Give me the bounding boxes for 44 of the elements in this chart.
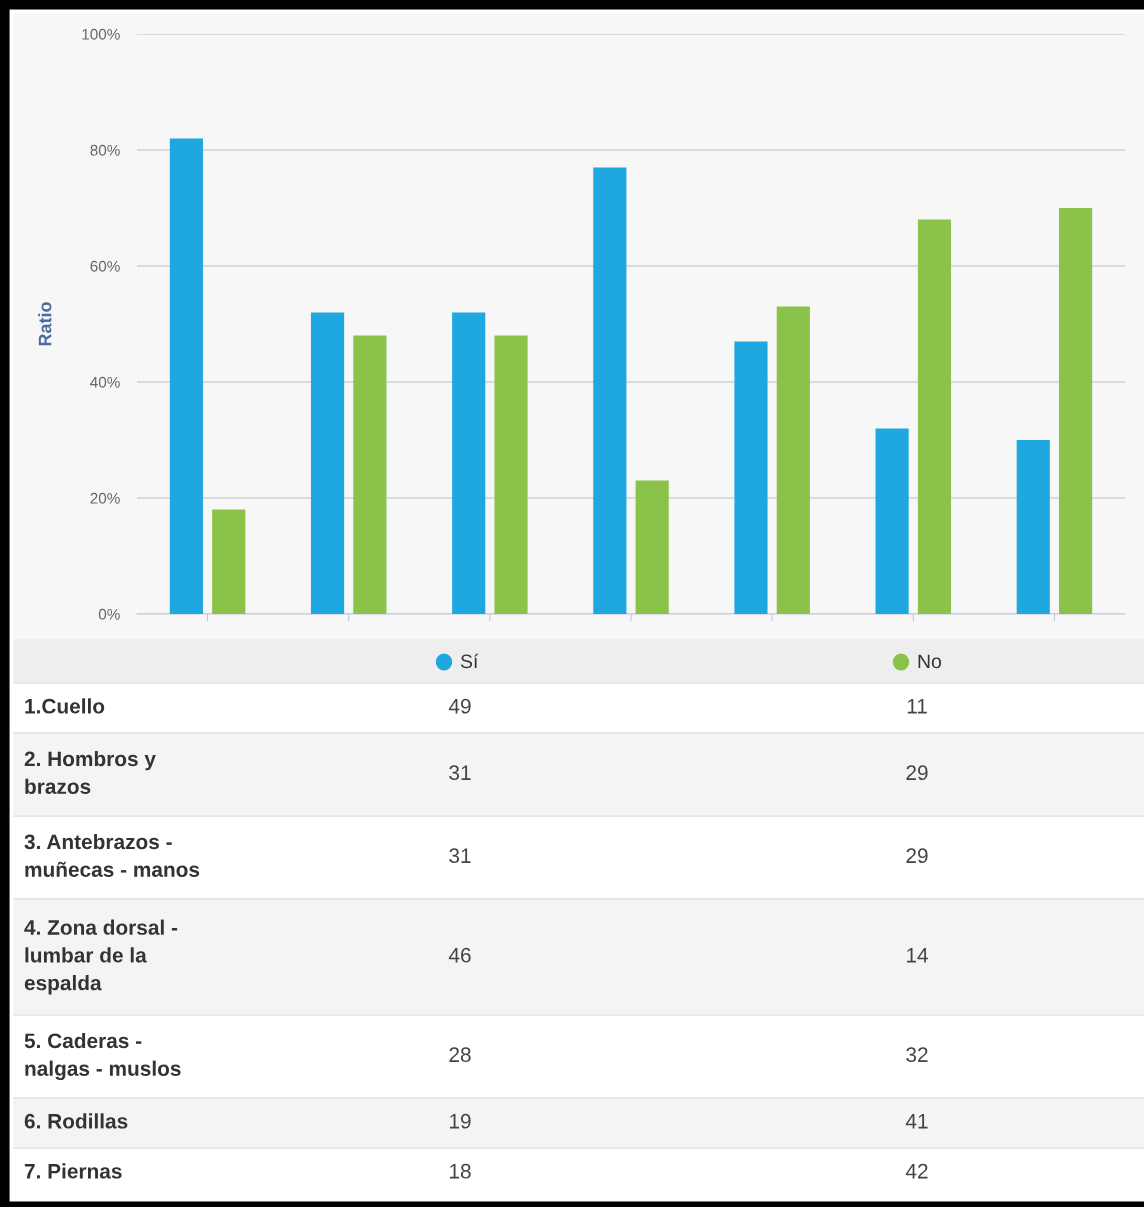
text: 19 — [450, 1113, 471, 1129]
y-tick-label: 100% — [82, 28, 120, 40]
text: 42 — [905, 1163, 928, 1179]
text: 32 — [906, 1047, 928, 1063]
bar — [452, 312, 486, 614]
bar — [593, 167, 627, 614]
text: 4. Zona dorsal - lumbar de la espalda — [24, 919, 178, 995]
y-tick-label: 60% — [90, 260, 120, 272]
text: 31 — [449, 765, 471, 781]
bar — [494, 335, 528, 614]
text: 18 — [450, 1163, 471, 1179]
bar — [875, 428, 909, 614]
text: 14 — [907, 948, 928, 963]
bar — [169, 138, 203, 614]
y-tick-label: 40% — [90, 376, 120, 388]
bar — [734, 341, 768, 614]
text: 6. Rodillas — [24, 1113, 128, 1129]
text: 49 — [448, 698, 471, 714]
text: 31 — [449, 848, 471, 864]
text: 46 — [448, 947, 471, 963]
bar — [1059, 208, 1093, 614]
text: 29 — [906, 765, 928, 781]
text: 28 — [449, 1047, 471, 1063]
bar — [635, 480, 669, 614]
text: 11 — [907, 699, 927, 714]
y-axis-title: Ratio — [38, 302, 52, 346]
y-tick-label: 0% — [98, 608, 120, 620]
text: 2. Hombros y brazos — [24, 750, 156, 794]
y-tick-label: 20% — [90, 492, 120, 504]
text: 29 — [906, 848, 928, 864]
y-tick-label: 80% — [90, 144, 120, 156]
text: 1.Cuello — [25, 698, 105, 714]
text: 41 — [905, 1114, 928, 1129]
text: 7. Piernas — [24, 1163, 122, 1179]
legend-label: No — [918, 654, 942, 669]
bar — [1016, 440, 1050, 614]
bar — [917, 219, 952, 614]
bar — [310, 312, 345, 614]
bar — [212, 509, 246, 614]
bar — [353, 335, 387, 614]
text: 3. Antebrazos - muñecas - manos — [24, 833, 200, 877]
bar — [776, 306, 810, 614]
text: 5. Caderas - nalgas - muslos — [24, 1032, 181, 1081]
legend-label: Sí — [460, 653, 479, 669]
